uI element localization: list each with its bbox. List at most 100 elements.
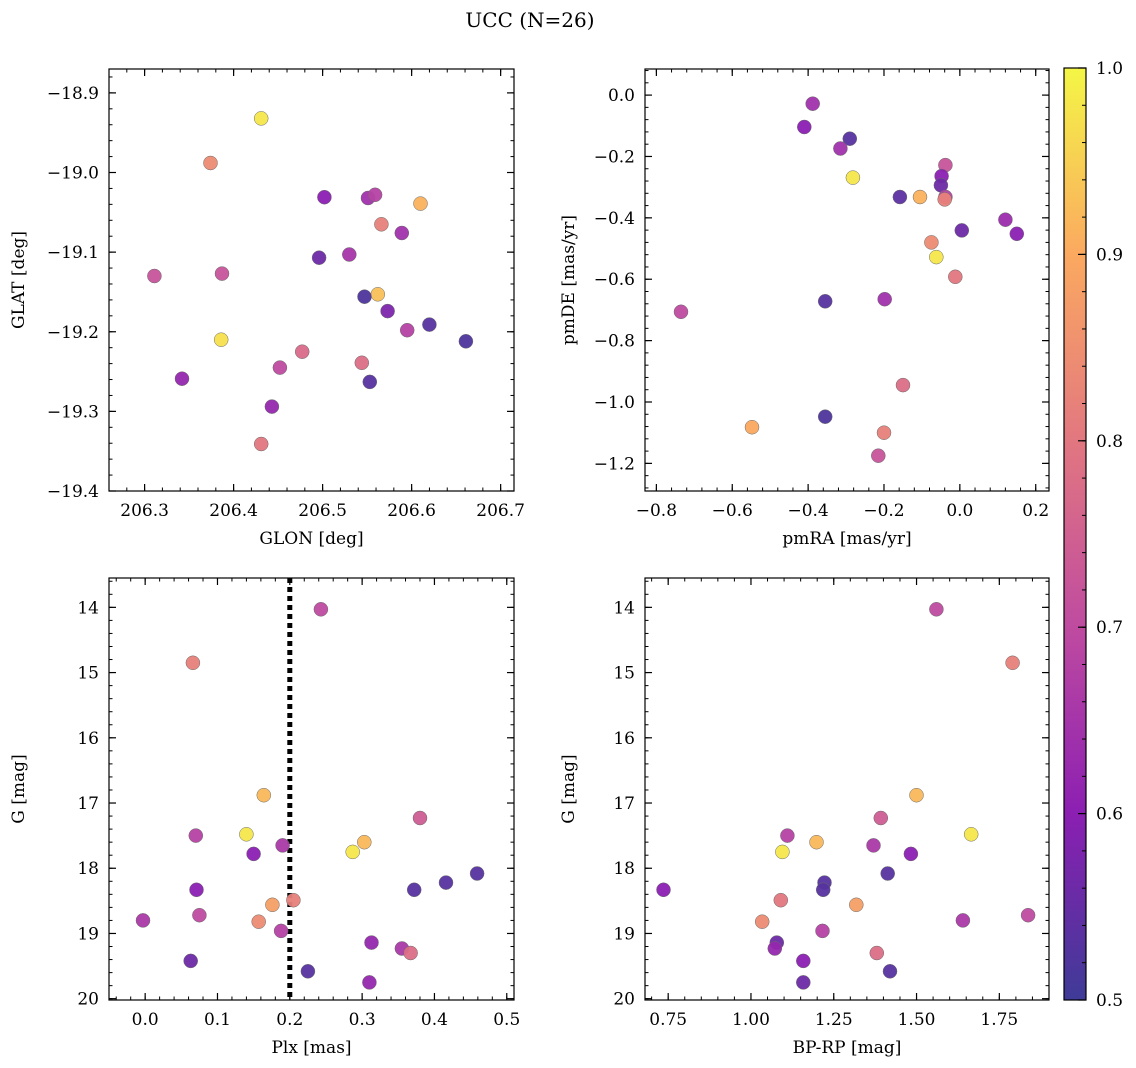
data-point [253, 111, 269, 126]
colorbar-tick-label: 1.0 [1096, 59, 1123, 79]
data-point [469, 866, 485, 881]
data-point [272, 360, 288, 375]
figure-title: UCC (N=26) [465, 8, 594, 32]
colorbar-tick-label: 0.7 [1096, 618, 1123, 638]
data-point [929, 602, 944, 617]
data-point [354, 355, 370, 371]
data-point [403, 945, 418, 961]
data-point [797, 119, 812, 135]
data-point [929, 249, 944, 265]
data-point [871, 448, 886, 463]
data-point [895, 377, 911, 393]
data-point [412, 810, 428, 826]
y-tick-label: −0.6 [594, 270, 635, 290]
data-point [805, 96, 820, 111]
data-point [744, 419, 760, 435]
data-point [370, 287, 386, 302]
data-point [845, 170, 861, 185]
data-point [780, 828, 795, 843]
data-point [265, 897, 280, 913]
data-point [815, 882, 831, 898]
panels: 206.3 206.4 206.5 206.6 206.7 −18.9 −19.0 −19.1… [9, 68, 1050, 1058]
x-tick-label: 0.3 [349, 1010, 376, 1030]
data-point [374, 217, 389, 232]
data-point [264, 399, 280, 414]
y-tick-label: −1.2 [594, 454, 635, 474]
data-point [342, 247, 357, 262]
x-tick-label: 1.75 [980, 1010, 1018, 1030]
data-point [367, 187, 383, 203]
y-tick-label: 17 [613, 794, 635, 814]
axes-frame [108, 577, 515, 1001]
scatter-panel-4: 0.75 1.00 1.25 1.50 1.75 14 15 16 17 18 19 20 BP-RP … [559, 577, 1050, 1058]
scatter-panel-1: 206.3 206.4 206.5 206.6 206.7 −18.9 −19.0 −19.1… [9, 68, 525, 549]
data-point [203, 155, 218, 171]
data-point [963, 827, 979, 842]
data-point [909, 787, 924, 803]
y-tick-label: 18 [613, 859, 635, 879]
y-tick-label: −19.3 [47, 402, 99, 422]
data-point [796, 953, 811, 969]
y-tick-label: −19.2 [47, 323, 99, 343]
data-point [357, 289, 372, 304]
data-point [253, 436, 269, 452]
y-tick-label: 15 [613, 664, 635, 684]
data-point [300, 964, 316, 979]
data-point [246, 846, 261, 862]
x-tick-label: 206.4 [209, 501, 258, 521]
data-point [406, 882, 422, 898]
y-tick-label: 14 [77, 598, 99, 618]
scatter-panel-3: 0.0 0.1 0.2 0.3 0.4 0.5 14 15 16 17 18 19 20 Plx [mas… [9, 577, 520, 1058]
data-point [192, 907, 207, 923]
colorbar-tick-label: 0.9 [1096, 245, 1123, 265]
data-point [876, 425, 892, 440]
data-point [773, 892, 789, 908]
data-point [817, 409, 833, 424]
y-tick-label: −1.0 [594, 393, 635, 413]
x-axis-label: Plx [mas] [271, 1038, 351, 1058]
x-tick-label: 206.7 [476, 501, 525, 521]
y-tick-label: 17 [77, 794, 99, 814]
data-point [214, 266, 230, 281]
data-point [842, 131, 858, 146]
x-tick-label: −0.2 [863, 501, 904, 521]
y-tick-label: −18.9 [47, 84, 99, 104]
data-point [849, 897, 864, 913]
data-point [413, 196, 428, 211]
data-point [183, 953, 198, 969]
x-tick-label: 1.25 [815, 1010, 853, 1030]
data-point [251, 914, 266, 929]
x-tick-label: −0.4 [787, 501, 828, 521]
y-tick-label: −19.1 [47, 243, 99, 263]
axes-frame [644, 68, 1050, 492]
data-point [313, 602, 329, 617]
x-tick-label: 0.75 [649, 1010, 687, 1030]
data-point [357, 834, 372, 850]
data-point [345, 844, 360, 860]
colorbar-tick-label: 0.5 [1096, 991, 1123, 1011]
data-point [135, 913, 151, 928]
x-tick-label: −0.6 [712, 501, 753, 521]
data-point [147, 268, 162, 284]
data-point [869, 945, 885, 961]
colorbar: 0.5 0.6 0.7 0.8 0.9 1.0 [1063, 59, 1123, 1011]
x-tick-label: 1.50 [898, 1010, 936, 1030]
data-point [796, 975, 811, 990]
data-point [817, 294, 833, 309]
data-point [880, 866, 895, 881]
data-point [458, 334, 474, 349]
data-point [877, 291, 892, 307]
data-point [399, 322, 415, 338]
x-tick-label: 206.3 [120, 501, 169, 521]
data-point [833, 141, 848, 156]
colorbar-gradient [1063, 67, 1087, 1001]
x-tick-label: 206.5 [298, 501, 347, 521]
x-tick-label: 0.5 [493, 1010, 520, 1030]
data-point [892, 189, 908, 205]
data-point [955, 913, 971, 928]
y-tick-label: 16 [77, 729, 99, 749]
colorbar-tick-label: 0.6 [1096, 805, 1123, 825]
y-tick-label: −19.4 [47, 482, 99, 502]
data-point [256, 787, 272, 803]
axes-frame [644, 577, 1050, 1001]
